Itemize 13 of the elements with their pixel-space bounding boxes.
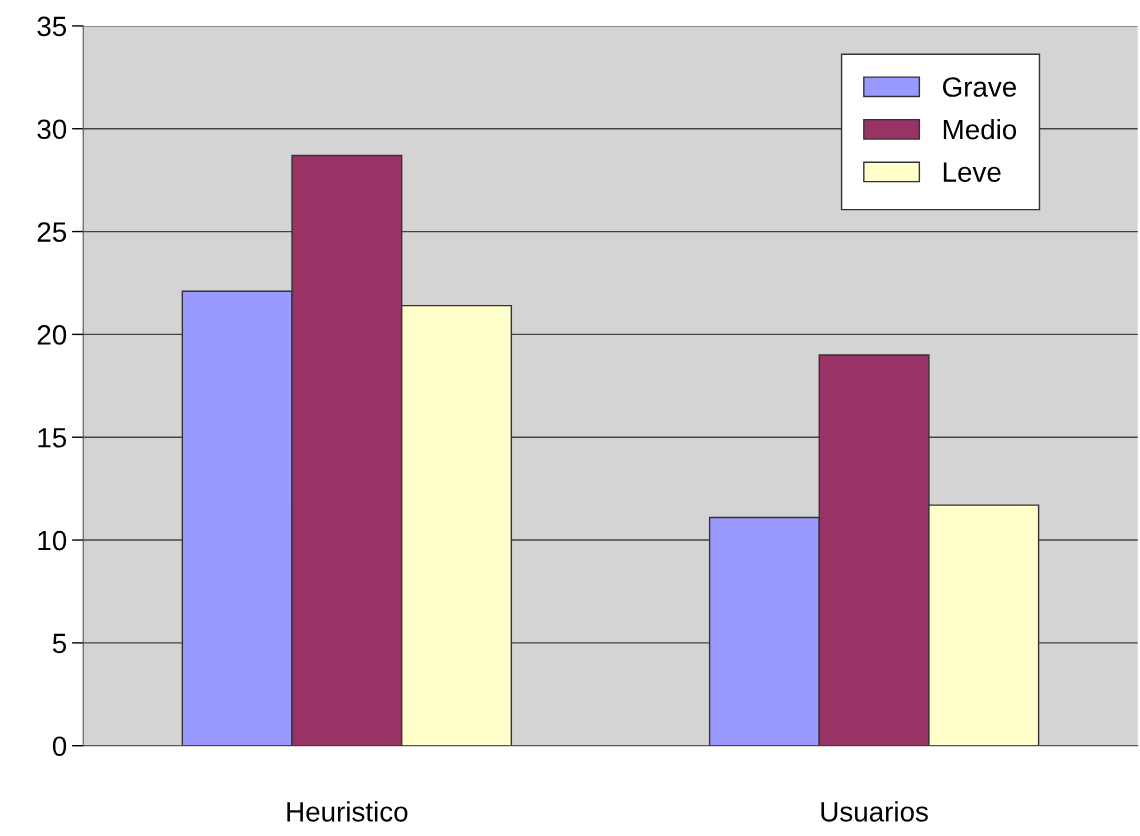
y-tick-label: 20 — [37, 325, 67, 345]
legend-label: Leve — [943, 162, 1001, 182]
x-tick-label: Usuarios — [821, 801, 928, 822]
x-tick-label: Heuristico — [287, 801, 408, 822]
y-tick-label: 10 — [38, 530, 67, 551]
y-tick-label: 0 — [52, 736, 67, 757]
y-tick-label: 25 — [37, 222, 67, 242]
legend-label: Medio — [943, 118, 1017, 140]
y-tick-label: 15 — [38, 428, 67, 448]
y-tick-label: 35 — [37, 16, 67, 37]
y-tick-label: 30 — [37, 119, 67, 140]
legend-label: Grave — [943, 77, 1017, 97]
y-tick-label: 5 — [52, 633, 67, 654]
